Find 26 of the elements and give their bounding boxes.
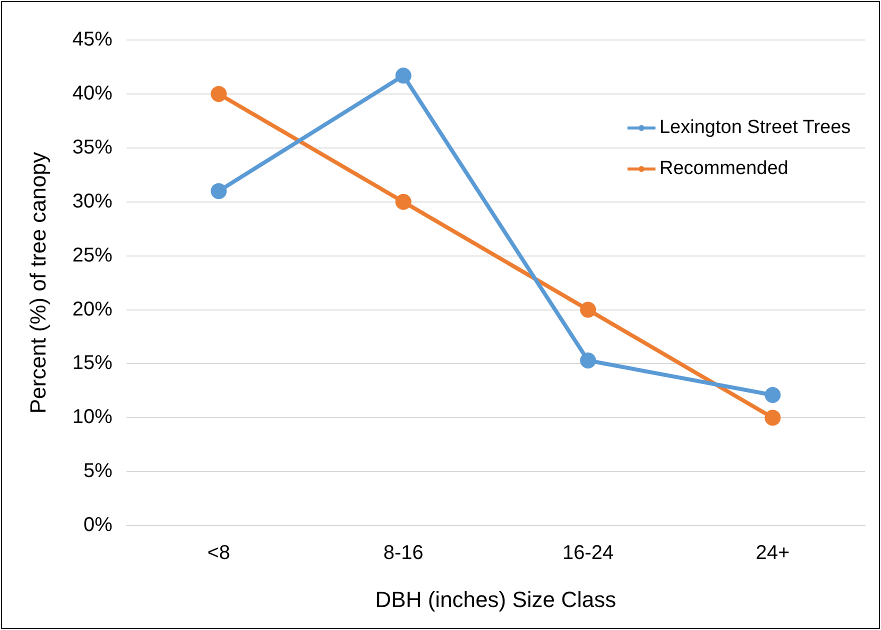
x-tick-label: 24+ [756, 542, 790, 564]
y-tick-label: 35% [72, 136, 113, 158]
y-tick-label: 15% [72, 352, 113, 374]
point [395, 68, 412, 84]
y-tick-label: 5% [84, 460, 113, 482]
y-tick-label: 0% [84, 514, 113, 536]
point [580, 352, 596, 368]
point [210, 183, 227, 200]
point [395, 194, 412, 210]
legend-label: Recommended [659, 158, 788, 180]
y-tick-label: 30% [72, 190, 113, 212]
point [580, 302, 596, 318]
y-tick-label: 20% [72, 298, 113, 320]
y-tick-label: 40% [72, 82, 113, 104]
legend-label: Lexington Street Trees [659, 117, 851, 138]
y-axis-title: Percent (%) of tree canopy [25, 152, 50, 414]
point [764, 410, 781, 426]
y-tick-label: 10% [72, 406, 113, 428]
x-tick-label: 16-24 [562, 542, 614, 564]
x-tick-label: <8 [207, 542, 230, 564]
point [210, 86, 227, 102]
y-tick-label: 45% [72, 28, 113, 51]
y-tick-label: 25% [72, 244, 113, 266]
point [764, 387, 781, 404]
x-tick-label: 8-16 [383, 542, 424, 564]
x-axis-title: DBH (inches) Size Class [375, 586, 616, 612]
